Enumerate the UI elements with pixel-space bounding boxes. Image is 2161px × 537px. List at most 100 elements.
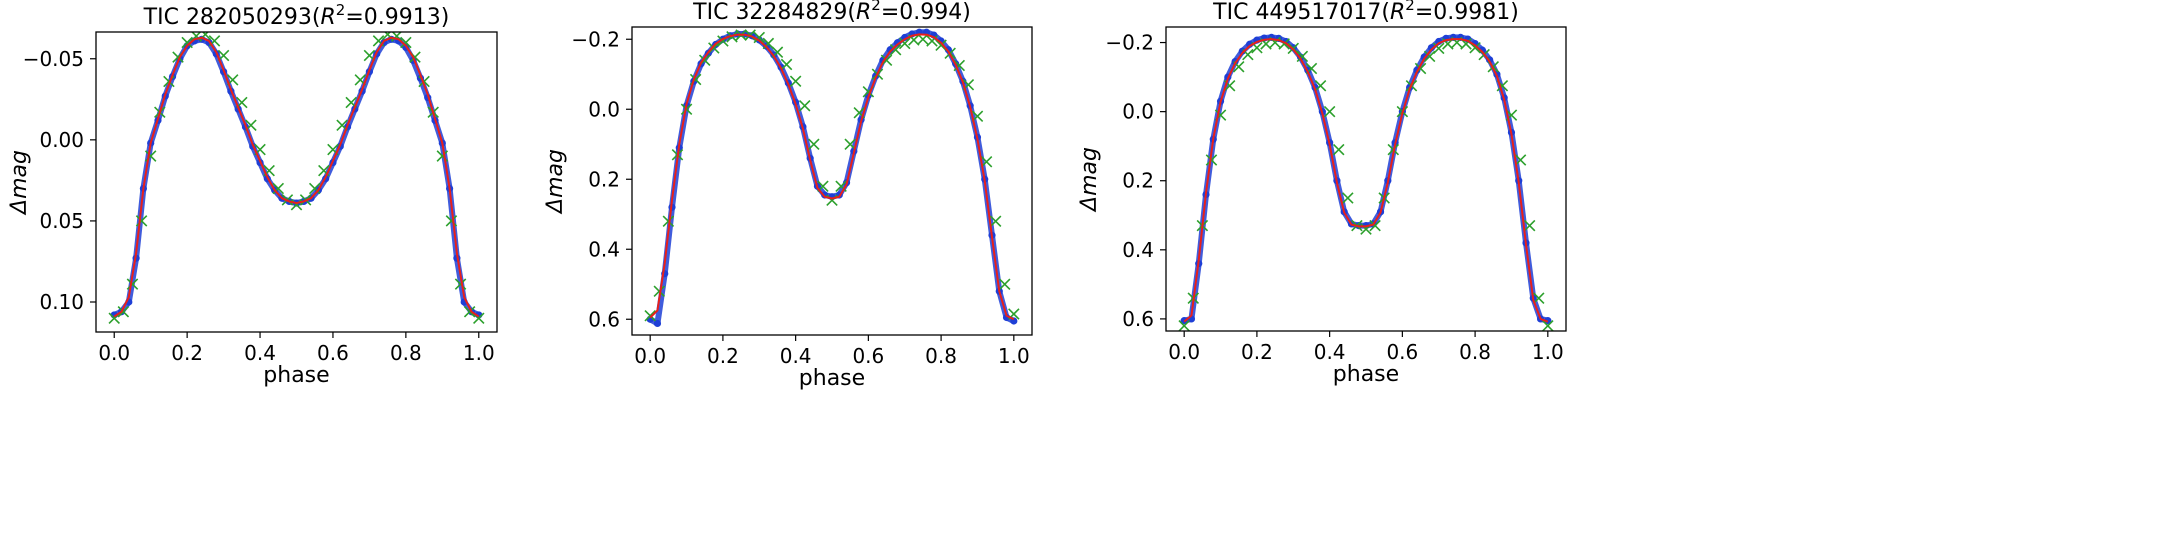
model-marker	[953, 59, 966, 72]
model-marker	[117, 305, 130, 318]
model-marker	[726, 31, 738, 43]
title-main: TIC 449517017(	[1212, 0, 1390, 25]
x-tick-label: 0.0	[98, 341, 130, 365]
x-tick-label: 1.0	[1532, 340, 1564, 364]
model-marker	[780, 58, 793, 71]
x-tick-label: 1.0	[463, 341, 495, 365]
x-tick-label: 0.0	[1168, 340, 1200, 364]
x-tick-label: 0.6	[852, 344, 884, 368]
model-marker	[789, 75, 802, 88]
series-fit	[649, 33, 1015, 321]
title-main: TIC 32284829(	[692, 0, 856, 25]
series-model	[108, 32, 485, 324]
model-marker	[445, 215, 458, 227]
model-marker	[454, 278, 467, 290]
y-tick-label: −0.05	[23, 47, 84, 71]
title-superscript: 2	[1405, 0, 1415, 14]
model-marker	[889, 43, 902, 56]
model-marker	[808, 138, 820, 151]
model-marker	[917, 33, 929, 46]
model-marker	[217, 49, 230, 62]
model-marker	[980, 155, 993, 168]
model-marker	[126, 278, 139, 290]
model-marker	[1514, 154, 1527, 166]
x-tick-label: 0.8	[1459, 340, 1491, 364]
plot-area	[108, 32, 485, 324]
series-fit	[113, 36, 480, 318]
model-marker	[653, 285, 666, 298]
y-tick-label: 0.2	[1122, 169, 1154, 193]
x-tick-label: 0.4	[1314, 340, 1346, 364]
model-marker	[463, 305, 476, 318]
title-main: TIC 282050293(	[143, 5, 321, 30]
model-marker	[753, 31, 766, 44]
y-tick-label: 0.05	[39, 209, 84, 233]
model-marker	[308, 182, 321, 195]
model-marker	[1423, 50, 1436, 63]
model-marker	[1323, 105, 1336, 118]
y-tick-label: −0.2	[571, 27, 620, 51]
model-marker	[762, 37, 775, 50]
axes-frame	[1165, 26, 1567, 332]
model-marker	[363, 49, 376, 62]
y-tick-label: 0.6	[588, 307, 620, 331]
x-tick-label: 0.2	[707, 344, 739, 368]
x-tick-label: 1.0	[998, 344, 1030, 368]
y-tick-label: 0.00	[39, 128, 84, 152]
plot-area	[644, 28, 1020, 328]
series-fit	[1183, 38, 1549, 323]
model-marker	[1205, 154, 1218, 166]
x-tick-label: 0.8	[390, 341, 422, 365]
series-observed	[646, 28, 1018, 328]
y-axis-label: Δmag	[7, 150, 32, 216]
axes-frame	[95, 31, 498, 333]
y-tick-label: 0.0	[1122, 100, 1154, 124]
model-marker	[1332, 143, 1345, 156]
fit-line	[113, 36, 480, 318]
y-tick-label: 0.4	[588, 237, 620, 261]
model-marker	[135, 215, 148, 227]
plot-area	[1178, 33, 1554, 331]
title-r-symbol: R	[321, 5, 336, 30]
model-marker	[290, 198, 303, 211]
x-tick-label: 0.8	[925, 344, 957, 368]
model-marker	[662, 215, 675, 228]
y-tick-label: −0.2	[1105, 31, 1154, 55]
model-marker	[1523, 219, 1536, 232]
chart-title: TIC 282050293(R2=0.9913)	[143, 1, 450, 30]
model-marker	[400, 36, 412, 49]
title-r-symbol: R	[1390, 0, 1405, 25]
chart-panel-3: 0.0 0.2 0.4 0.6 0.8 1.0−0.20.00.20.40.6phaseΔ…	[1077, 0, 1567, 387]
axes-frame	[631, 26, 1033, 336]
chart-panel-2: 0.0 0.2 0.4 0.6 0.8 1.0−0.20.00.20.40.6phaseΔ…	[543, 0, 1033, 391]
chart-panel-1: 0.0 0.2 0.4 0.6 0.8 1.0 −0.05 0.00 0.05 0.10 phase…	[7, 1, 498, 388]
y-tick-label: 0.0	[588, 97, 620, 121]
chart-title: TIC 449517017(R2=0.9981)	[1212, 0, 1519, 25]
x-tick-label: 0.6	[1386, 340, 1418, 364]
model-marker	[989, 215, 1002, 228]
y-axis-label: Δmag	[543, 149, 568, 215]
y-tick-label: 0.10	[39, 290, 84, 314]
title-r-symbol: R	[856, 0, 871, 25]
model-marker	[898, 37, 911, 50]
fit-line	[1183, 38, 1549, 323]
x-axis-label: phase	[799, 366, 865, 391]
x-tick-label: 0.2	[171, 341, 203, 365]
y-tick-label: 0.4	[1122, 238, 1154, 262]
title-superscript: 2	[336, 1, 346, 19]
title-superscript: 2	[871, 0, 881, 14]
x-tick-label: 0.6	[317, 341, 349, 365]
x-tick-label: 0.4	[244, 341, 276, 365]
series-observed	[1180, 33, 1552, 325]
title-tail: =0.994)	[881, 0, 971, 25]
model-marker	[1342, 192, 1354, 204]
y-tick-label: 0.6	[1122, 307, 1154, 331]
model-marker	[644, 309, 656, 322]
model-marker	[708, 42, 720, 54]
model-marker	[1178, 320, 1190, 331]
series-model	[1178, 36, 1554, 331]
model-marker	[272, 182, 285, 195]
model-marker	[798, 99, 811, 112]
y-tick-label: 0.2	[588, 167, 620, 191]
